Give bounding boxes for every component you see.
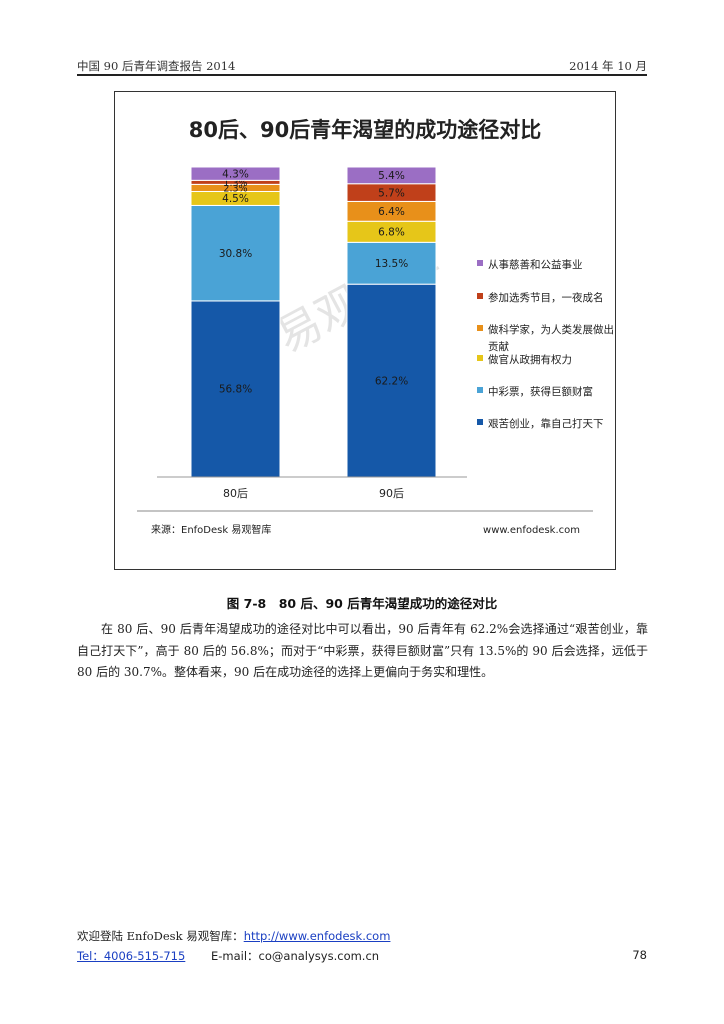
bar-segment-1-5 <box>346 166 437 185</box>
footer-url-link[interactable]: http://www.enfodesk.com <box>243 929 391 943</box>
data-label-0-3: 2.3% <box>223 183 247 194</box>
stacked-bar-chart: 易观智库80后、90后青年渴望的成功途径对比56.8%30.8%4.5%2.3%… <box>137 118 614 536</box>
legend-label-1: 中彩票，获得巨额财富 <box>488 385 593 398</box>
x-tick-label-1: 90后 <box>379 487 404 500</box>
footer-email: E-mail：co@analysys.com.cn <box>211 949 380 963</box>
legend-swatch-4 <box>477 293 483 299</box>
legend-label-0: 艰苦创业，靠自己打天下 <box>488 417 604 430</box>
data-label-0-5: 4.3% <box>222 168 249 180</box>
data-label-0-1: 30.8% <box>219 248 252 260</box>
data-label-1-2: 6.8% <box>378 227 405 239</box>
legend-swatch-1 <box>477 387 483 393</box>
x-tick-label-0: 80后 <box>223 487 248 500</box>
data-label-1-4: 5.7% <box>378 187 405 199</box>
body-paragraph: 在 80 后、90 后青年渴望成功的途径对比中可以看出，90 后青年有 62.2… <box>77 622 648 679</box>
legend-swatch-0 <box>477 419 483 425</box>
chart-figure: 易观智库80后、90后青年渴望的成功途径对比56.8%30.8%4.5%2.3%… <box>114 91 616 570</box>
chart-website-text: www.enfodesk.com <box>483 525 580 536</box>
data-label-1-5: 5.4% <box>378 170 405 182</box>
footer-welcome-line: 欢迎登陆 EnfoDesk 易观智库：http://www.enfodesk.c… <box>77 928 390 944</box>
page-header: 中国 90 后青年调查报告 2014 2014 年 10 月 <box>77 58 647 76</box>
footer-tel-link[interactable]: Tel：4006-515-715 <box>77 949 186 963</box>
data-label-0-2: 4.5% <box>222 193 249 205</box>
legend-swatch-2 <box>477 355 483 361</box>
data-label-1-1: 13.5% <box>375 258 408 270</box>
legend-swatch-5 <box>477 260 483 266</box>
page-number: 78 <box>632 948 647 962</box>
footer-welcome-text: 欢迎登陆 EnfoDesk 易观智库： <box>77 929 244 943</box>
data-label-1-3: 6.4% <box>378 206 405 218</box>
report-title: 中国 90 后青年调查报告 2014 <box>77 59 236 73</box>
data-label-1-0: 62.2% <box>375 375 408 387</box>
legend-label-4: 参加选秀节目，一夜成名 <box>488 291 604 304</box>
legend-label-5: 从事慈善和公益事业 <box>488 258 583 271</box>
bar-segment-1-1 <box>346 241 437 285</box>
legend-swatch-3 <box>477 325 483 331</box>
data-label-0-4: 1.3% <box>223 178 247 189</box>
data-label-0-0: 56.8% <box>219 384 252 396</box>
figure-caption: 图 7-8 80 后、90 后青年渴望成功的途径对比 <box>226 596 498 611</box>
legend-label-2: 做官从政拥有权力 <box>488 353 572 366</box>
chart-title: 80后、90后青年渴望的成功途径对比 <box>189 118 541 142</box>
bar-segment-0-1 <box>190 204 281 302</box>
bar-segment-0-5 <box>190 166 281 181</box>
legend-label-3: 做科学家，为人类发展做出贡献 <box>488 323 614 353</box>
header-rule <box>77 74 647 76</box>
report-date: 2014 年 10 月 <box>569 59 647 73</box>
chart-source-text: 来源：EnfoDesk 易观智库 <box>151 523 271 536</box>
